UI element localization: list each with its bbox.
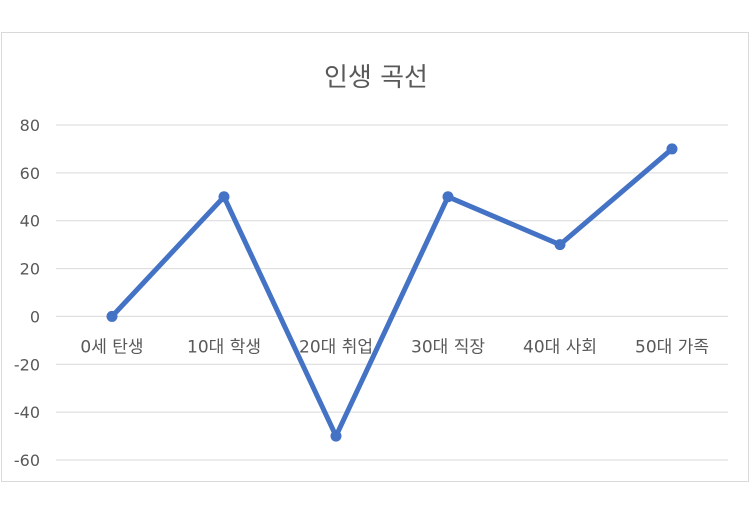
chart-frame xyxy=(1,32,749,482)
x-category-label: 50대 가족 xyxy=(635,337,709,357)
y-tick-label: -20 xyxy=(14,355,40,374)
x-category-label: 0세 탄생 xyxy=(80,337,143,357)
series-layer xyxy=(106,143,678,442)
y-tick-label: -60 xyxy=(14,451,40,470)
chart-title: 인생 곡선 xyxy=(324,63,428,93)
y-axis-tick-labels: 80 60 40 20 0 -20 -40 -60 xyxy=(14,116,40,470)
y-tick-label: 20 xyxy=(20,260,40,279)
x-category-label: 20대 취업 xyxy=(299,337,373,357)
data-point xyxy=(330,430,342,442)
data-point xyxy=(106,310,118,322)
data-point xyxy=(218,191,230,203)
x-category-label: 40대 사회 xyxy=(523,337,597,357)
y-tick-label: -40 xyxy=(14,403,40,422)
y-tick-label: 0 xyxy=(30,307,40,326)
x-axis-category-labels: 0세 탄생 10대 학생 20대 취업 30대 직장 40대 사회 50대 가족 xyxy=(80,337,709,357)
y-tick-label: 40 xyxy=(20,212,40,231)
data-point xyxy=(666,143,678,155)
x-category-label: 10대 학생 xyxy=(187,337,261,357)
y-tick-label: 80 xyxy=(20,116,40,135)
gridlines xyxy=(56,124,728,461)
y-tick-label: 60 xyxy=(20,164,40,183)
series-line xyxy=(109,146,675,439)
data-point xyxy=(442,191,454,203)
x-category-label: 30대 직장 xyxy=(411,337,485,357)
data-point xyxy=(554,239,566,251)
